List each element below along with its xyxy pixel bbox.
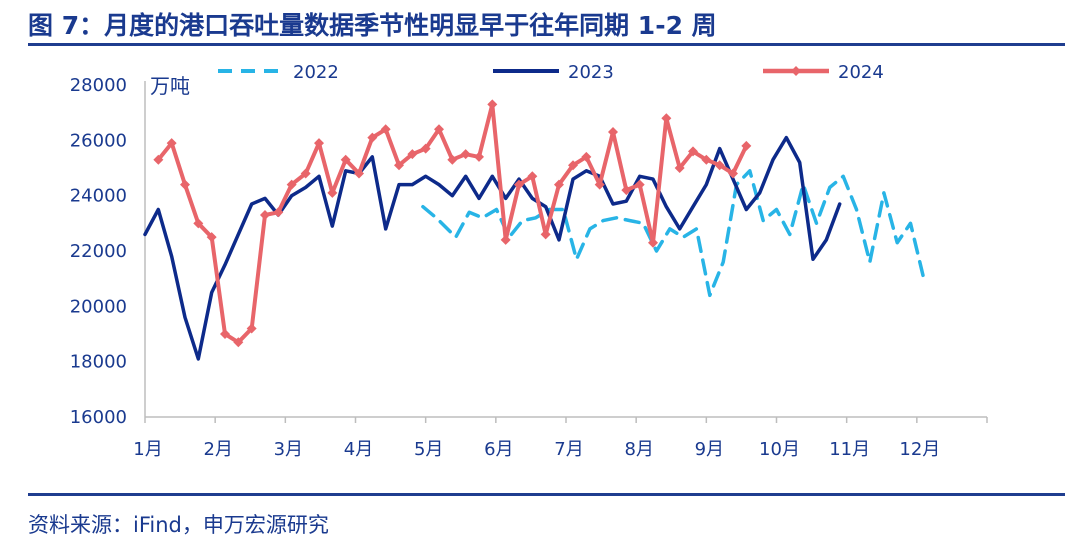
data-point-2024: [166, 138, 177, 149]
x-tick-label: 11月: [829, 439, 870, 460]
data-point-2024: [661, 113, 672, 124]
data-point-2024: [500, 234, 511, 245]
data-point-2024: [300, 168, 311, 179]
data-point-2024: [420, 143, 431, 154]
data-point-2024: [367, 132, 378, 143]
data-point-2024: [259, 210, 270, 221]
data-point-2024: [581, 151, 592, 162]
x-tick-label: 1月: [133, 439, 162, 460]
data-point-2024: [594, 179, 605, 190]
data-point-2024: [433, 124, 444, 135]
data-point-2024: [714, 160, 725, 171]
data-point-2024: [354, 168, 365, 179]
data-point-2024: [206, 232, 217, 243]
data-point-2024: [314, 138, 325, 149]
x-tick-label: 7月: [554, 439, 583, 460]
x-tick-label: 6月: [484, 439, 513, 460]
source-rule: [28, 493, 1065, 496]
data-point-2024: [153, 154, 164, 165]
y-tick-label: 18000: [70, 352, 127, 373]
y-tick-label: 20000: [70, 296, 127, 317]
x-tick-label: 2月: [203, 439, 232, 460]
x-tick-label: 4月: [344, 439, 373, 460]
y-tick-label: 16000: [70, 407, 127, 428]
data-point-2024: [273, 207, 284, 218]
data-point-2024: [540, 229, 551, 240]
y-tick-label: 22000: [70, 241, 127, 262]
data-point-2024: [688, 146, 699, 157]
data-point-2024: [674, 163, 685, 173]
legend-label-2022: 2022: [293, 62, 339, 83]
data-point-2024: [380, 124, 391, 135]
x-tick-label: 9月: [695, 439, 724, 460]
data-point-2024: [634, 179, 645, 190]
legend-marker-2024: [791, 66, 801, 76]
data-point-2024: [608, 127, 619, 138]
x-tick-label: 10月: [759, 439, 800, 460]
source-note: 资料来源：iFind，申万宏源研究: [28, 513, 329, 537]
data-point-2024: [527, 171, 538, 182]
data-point-2024: [327, 187, 338, 198]
legend-label-2024: 2024: [838, 62, 884, 83]
data-point-2024: [621, 185, 632, 196]
figure-title: 图 7：月度的港口吞吐量数据季节性明显早于往年同期 1-2 周: [28, 11, 717, 40]
series-line-2023: [143, 135, 842, 361]
y-tick-label: 24000: [70, 186, 127, 207]
series-line-2024: [156, 102, 749, 345]
x-tick-label: 8月: [624, 439, 653, 460]
data-point-2024: [179, 179, 190, 190]
y-tick-label: 26000: [70, 130, 127, 151]
data-point-2024: [394, 160, 405, 171]
legend-label-2023: 2023: [568, 62, 614, 83]
data-point-2024: [447, 154, 458, 165]
data-point-2024: [193, 218, 204, 229]
data-point-2024: [487, 99, 498, 110]
data-point-2024: [553, 179, 564, 190]
y-axis-unit: 万吨: [150, 74, 190, 98]
x-tick-label: 12月: [899, 439, 940, 460]
data-point-2024: [407, 149, 418, 160]
data-point-2024: [233, 337, 244, 348]
data-point-2024: [473, 151, 484, 162]
data-point-2024: [460, 149, 471, 160]
data-point-2024: [727, 168, 738, 179]
y-tick-label: 28000: [70, 75, 127, 96]
x-tick-label: 5月: [414, 439, 443, 460]
data-point-2024: [340, 154, 351, 165]
x-tick-label: 3月: [274, 439, 303, 460]
data-point-2024: [246, 323, 257, 334]
data-point-2024: [286, 179, 297, 190]
title-rule: [28, 43, 1065, 46]
data-point-2024: [701, 154, 712, 165]
data-point-2024: [219, 329, 230, 339]
data-point-2024: [513, 179, 524, 190]
data-point-2024: [741, 140, 752, 151]
data-point-2024: [648, 237, 659, 248]
series-line-2022: [421, 169, 926, 298]
data-point-2024: [568, 160, 579, 171]
